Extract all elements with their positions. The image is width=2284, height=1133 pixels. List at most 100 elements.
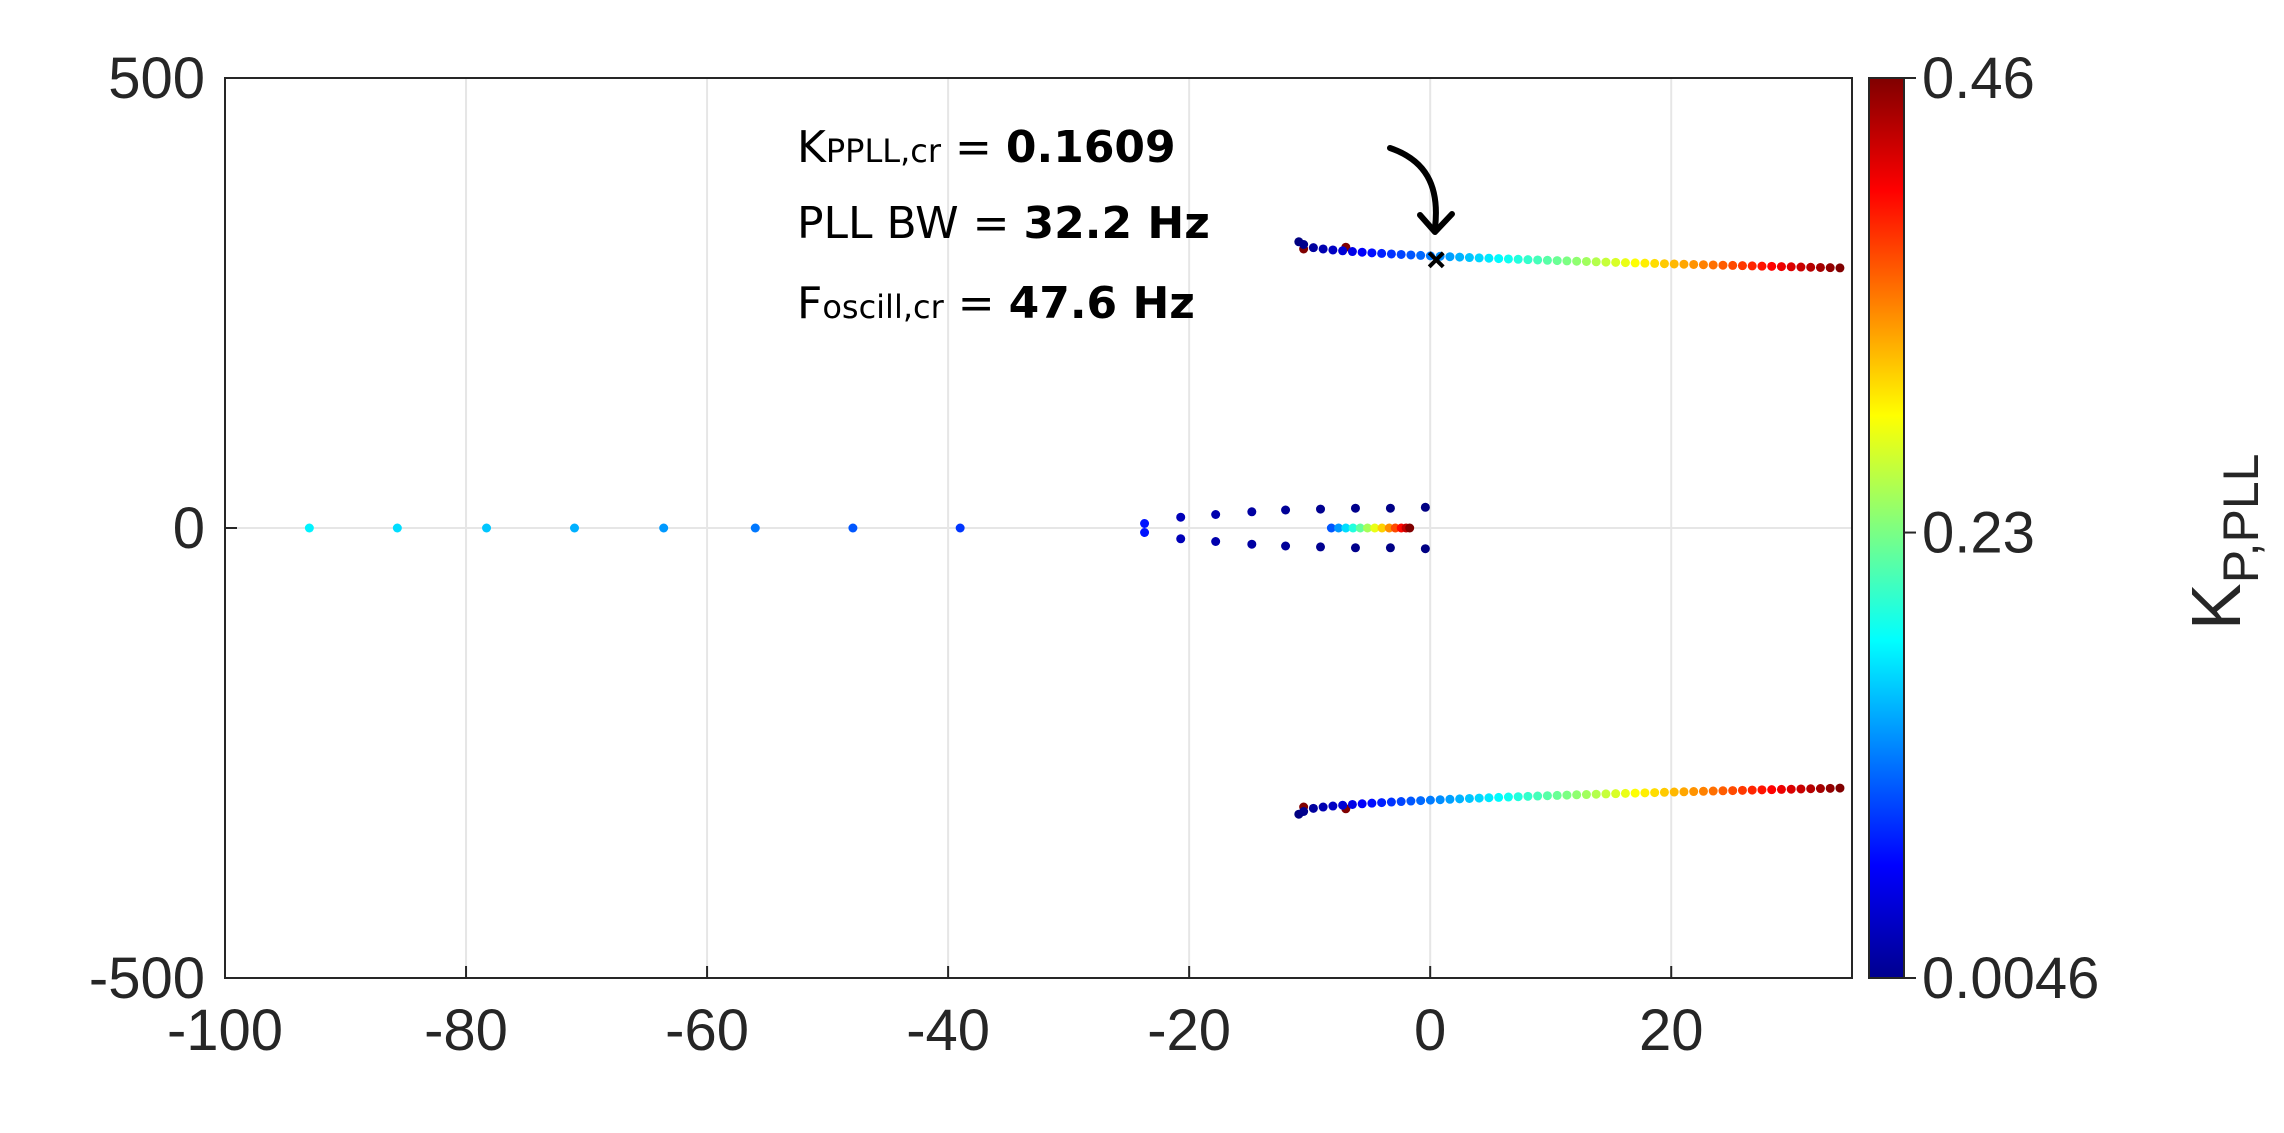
locus-point <box>304 523 314 533</box>
annotation-k-eq: = <box>941 122 1006 173</box>
y-tick-label: 0 <box>173 496 205 561</box>
svg-text:KP,PLL: KP,PLL <box>2177 454 2269 630</box>
locus-point <box>1494 792 1504 802</box>
locus-point <box>1406 250 1416 260</box>
locus-point <box>1718 786 1728 796</box>
locus-point <box>1523 791 1533 801</box>
locus-point <box>1513 254 1523 264</box>
annotation-arrowhead <box>1417 211 1455 235</box>
locus-point <box>1396 249 1406 259</box>
locus-point <box>1357 247 1367 257</box>
locus-point <box>1445 252 1455 262</box>
locus-point <box>1562 256 1572 266</box>
locus-point <box>1513 792 1523 802</box>
annotation-f-main: F <box>797 278 822 329</box>
locus-point <box>1591 789 1601 799</box>
locus-point <box>1523 255 1533 265</box>
locus-point <box>1659 787 1669 797</box>
x-axis-ticks: -100 -80 -60 -40 -20 0 20 <box>167 966 1704 1063</box>
locus-point <box>1728 260 1738 270</box>
locus-point <box>1386 797 1396 807</box>
locus-point <box>1708 786 1718 796</box>
locus-point <box>1176 534 1186 544</box>
annotation-line-2: PLL BW = 32.2 Hz <box>797 198 1210 249</box>
locus-point <box>1338 246 1348 256</box>
locus-point <box>1316 542 1326 552</box>
locus-point <box>955 523 965 533</box>
colorbar-tick-label: 0.0046 <box>1922 946 2099 1011</box>
locus-point <box>1357 799 1367 809</box>
annotation-bw-value: 32.2 Hz <box>1024 198 1210 249</box>
locus-point <box>1650 258 1660 268</box>
locus-point <box>1581 256 1591 266</box>
locus-point <box>1620 258 1630 268</box>
locus-point <box>1348 523 1358 533</box>
annotation-line-3: Foscill,cr = 47.6 Hz <box>797 278 1195 329</box>
colorbar-tick-label: 0.46 <box>1922 46 2035 111</box>
locus-point <box>1416 250 1426 260</box>
locus-point <box>1420 544 1430 554</box>
locus-point <box>1316 504 1326 514</box>
locus-point <box>1377 523 1387 533</box>
locus-point <box>1247 507 1257 517</box>
locus-point <box>570 523 580 533</box>
locus-point <box>1542 791 1552 801</box>
colorbar-label-main: K <box>2177 583 2255 630</box>
locus-point <box>1835 263 1845 273</box>
annotation-f-value: 47.6 Hz <box>1009 278 1195 329</box>
locus-point <box>1211 510 1221 519</box>
colorbar-tick-label: 0.23 <box>1922 501 2035 566</box>
x-tick-label: -100 <box>167 998 283 1063</box>
locus-point <box>1630 788 1640 798</box>
locus-point <box>1815 784 1825 794</box>
locus-point <box>1474 253 1484 263</box>
annotation-arrow <box>1387 145 1439 231</box>
locus-point <box>1363 523 1373 533</box>
locus-point <box>1464 253 1474 263</box>
locus-point <box>1416 796 1426 806</box>
locus-point <box>1572 256 1582 266</box>
locus-point <box>1338 800 1348 810</box>
locus-point <box>1350 503 1360 513</box>
annotation-line-1: KPPLL,cr = 0.1609 <box>797 122 1176 173</box>
locus-point <box>1503 792 1513 802</box>
locus-point <box>1533 791 1543 801</box>
locus-point <box>1385 543 1395 553</box>
locus-point <box>750 523 760 533</box>
annotation-f-eq: = <box>944 278 1009 329</box>
locus-point <box>1659 259 1669 269</box>
critical-mark-stroke <box>1427 251 1445 269</box>
locus-point <box>1299 807 1309 816</box>
locus-point <box>1698 260 1708 270</box>
locus-point <box>1611 789 1621 799</box>
locus-point <box>1377 248 1387 258</box>
locus-point <box>1281 505 1291 515</box>
x-tick-label: 20 <box>1639 998 1704 1063</box>
locus-point <box>1552 256 1562 266</box>
locus-point <box>1611 257 1621 267</box>
locus-point <box>1669 787 1679 797</box>
locus-point <box>1767 261 1777 271</box>
locus-point <box>1757 785 1767 795</box>
locus-point <box>1679 787 1689 797</box>
locus-point <box>1140 519 1150 528</box>
locus-point <box>1620 788 1630 798</box>
locus-point <box>1776 784 1786 794</box>
locus-point <box>1640 788 1650 798</box>
locus-point <box>1211 537 1221 546</box>
critical-point-marker <box>1427 251 1445 269</box>
locus-point <box>1601 257 1611 267</box>
locus-point <box>1355 523 1365 533</box>
x-tick-label: 0 <box>1414 998 1446 1063</box>
locus-point <box>1796 784 1806 794</box>
locus-point <box>1318 802 1328 812</box>
locus-point <box>1464 793 1474 803</box>
locus-point <box>1347 799 1357 809</box>
colorbar-label-sub: P,PLL <box>2213 454 2269 584</box>
annotation-bw-label: PLL BW = <box>797 198 1024 249</box>
locus-point <box>1796 262 1806 272</box>
locus-point <box>1747 261 1757 271</box>
locus-point <box>1757 261 1767 271</box>
locus-point <box>1367 248 1377 258</box>
locus-point <box>1552 790 1562 800</box>
